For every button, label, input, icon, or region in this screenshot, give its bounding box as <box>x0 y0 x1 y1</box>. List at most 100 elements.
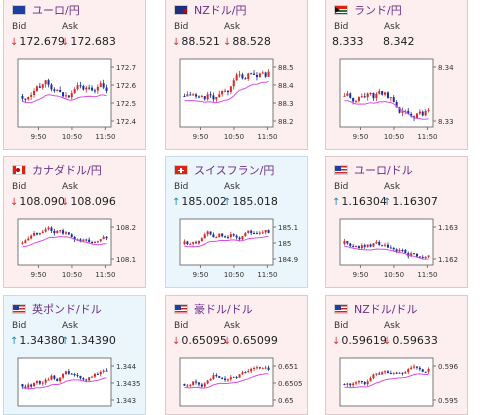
bid-label: Bid <box>12 182 27 192</box>
chart-plot-area <box>179 218 274 266</box>
rate-panel[interactable]: スイスフラン/円 Bid Ask ↑185.002 ↑185.018 185.1 185 18… <box>165 156 308 288</box>
us-flag-icon <box>334 304 348 314</box>
y-tick-label: 1.163 <box>438 224 458 232</box>
x-tick-label: 9:50 <box>353 133 369 141</box>
currency-pair-label[interactable]: 豪ドル/ドル <box>194 303 253 316</box>
moving-average-line <box>344 245 429 260</box>
panel-title[interactable]: 豪ドル/ドル <box>174 302 253 316</box>
candle-body <box>218 94 221 98</box>
candle-body <box>192 381 195 385</box>
candle-body <box>183 96 186 97</box>
panel-title[interactable]: カナダドル/円 <box>12 163 102 177</box>
candle-body <box>62 92 65 97</box>
currency-pair-label[interactable]: NZドル/ドル <box>354 303 418 316</box>
rate-panel[interactable]: ユーロ/円 Bid Ask ↓172.679 ↓172.683 172.7 172.6 172… <box>3 0 146 150</box>
candle-body <box>41 231 44 234</box>
rate-panel[interactable]: ランド/円 Bid Ask 8.333 8.342 8.34 8.33 9:50 10:50 11… <box>325 0 468 150</box>
candle-body <box>235 74 238 81</box>
panel-title[interactable]: ユーロ/ドル <box>334 163 413 177</box>
candle-body <box>189 384 192 386</box>
moving-average-line <box>22 94 107 104</box>
candlestick-chart[interactable]: 1.163 1.162 9:50 10:50 11:50 <box>332 213 463 283</box>
candle-body <box>427 255 430 257</box>
arrow-up-icon: ↑ <box>172 197 181 208</box>
candle-body <box>386 371 389 374</box>
rate-panel[interactable]: 豪ドル/ドル Bid Ask ↓0.65095 ↓0.65099 0.651 0.6505 0… <box>165 295 308 415</box>
candlestick-chart[interactable]: 0.651 0.6505 0.65 <box>172 352 303 410</box>
ask-price: ↑185.018 <box>223 195 278 208</box>
candle-body <box>96 373 99 375</box>
candle-body <box>355 100 358 102</box>
ask-label: Ask <box>384 182 401 192</box>
candle-body <box>59 230 62 232</box>
candle-body <box>258 232 261 234</box>
candle-body <box>38 86 41 88</box>
y-tick-label: 185.1 <box>278 224 298 232</box>
rate-panel[interactable]: 英ポンド/ドル Bid Ask ↑1.34380 ↑1.34390 1.344 1.3435… <box>3 295 146 415</box>
candle-body <box>212 95 215 100</box>
rate-panel[interactable]: カナダドル/円 Bid Ask ↓108.090 ↓108.096 108.2 108.1 9… <box>3 156 146 288</box>
panel-title[interactable]: NZドル/ドル <box>334 302 417 316</box>
currency-pair-label[interactable]: NZドル/円 <box>194 4 247 17</box>
candle-body <box>241 236 244 240</box>
candle-body <box>192 242 195 244</box>
candle-body <box>404 372 407 374</box>
candle-body <box>35 380 38 383</box>
rate-panel[interactable]: NZドル/円 Bid Ask ↓88.521 ↓88.528 88.5 88.4 88.3 88… <box>165 0 308 150</box>
candle-body <box>53 230 56 234</box>
candle-body <box>381 372 384 375</box>
currency-pair-label[interactable]: 英ポンド/ドル <box>32 303 102 316</box>
candlestick-chart[interactable]: 88.5 88.4 88.3 88.2 9:50 10:50 11:50 <box>172 53 303 145</box>
candlestick-chart[interactable]: 108.2 108.1 9:50 10:50 11:50 <box>10 213 141 283</box>
x-tick-label: 11:50 <box>95 271 115 279</box>
candle-body <box>247 230 250 233</box>
candle-body <box>203 234 206 239</box>
currency-pair-label[interactable]: スイスフラン/円 <box>194 164 275 177</box>
panel-title[interactable]: ランド/円 <box>334 3 402 17</box>
rate-panel[interactable]: ユーロ/ドル Bid Ask ↑1.16304 ↑1.16307 1.163 1.162 9:… <box>325 156 468 288</box>
candle-body <box>53 375 56 379</box>
candle-body <box>398 372 401 374</box>
arrow-up-icon: ↑ <box>10 336 19 347</box>
candle-body <box>24 386 27 388</box>
bid-value: 108.090 <box>19 195 65 208</box>
arrow-up-icon: ↑ <box>383 197 392 208</box>
candle-body <box>375 373 378 375</box>
arrow-down-icon: ↓ <box>61 197 70 208</box>
candle-body <box>192 94 195 96</box>
panel-title[interactable]: 英ポンド/ドル <box>12 302 102 316</box>
ask-value: 108.096 <box>70 195 116 208</box>
bid-label: Bid <box>174 182 189 192</box>
candle-body <box>50 375 53 380</box>
currency-pair-label[interactable]: ランド/円 <box>354 4 402 17</box>
currency-pair-label[interactable]: ユーロ/円 <box>32 4 80 17</box>
candle-body <box>424 256 427 258</box>
currency-pair-label[interactable]: カナダドル/円 <box>32 164 102 177</box>
candle-body <box>343 384 346 385</box>
moving-average-line <box>184 373 269 389</box>
panel-title[interactable]: NZドル/円 <box>174 3 246 17</box>
moving-average-line <box>344 100 429 120</box>
x-tick-label: 10:50 <box>224 271 244 279</box>
rate-panel[interactable]: NZドル/ドル Bid Ask ↓0.59619 ↓0.59633 0.596 0.595 <box>325 295 468 415</box>
candle-body <box>30 235 33 239</box>
candlestick-chart[interactable]: 8.34 8.33 9:50 10:50 11:50 <box>332 53 463 145</box>
candle-body <box>70 373 73 375</box>
candle-body <box>389 97 392 99</box>
candlestick-chart[interactable]: 1.344 1.3435 1.343 <box>10 352 141 410</box>
chart-plot-area <box>17 58 112 128</box>
candlestick-chart[interactable]: 185.1 185 184.9 9:50 10:50 11:50 <box>172 213 303 283</box>
candle-body <box>372 243 375 247</box>
candle-body <box>404 110 407 112</box>
candle-body <box>33 382 36 387</box>
bid-price: ↑185.002 <box>172 195 227 208</box>
candle-body <box>346 93 349 96</box>
candle-body <box>67 232 70 235</box>
candle-body <box>99 371 102 375</box>
candlestick-chart[interactable]: 0.596 0.595 <box>332 352 463 410</box>
panel-title[interactable]: ユーロ/円 <box>12 3 80 17</box>
panel-title[interactable]: スイスフラン/円 <box>174 163 274 177</box>
candlestick-chart[interactable]: 172.7 172.6 172.5 172.4 9:50 10:50 11:50 <box>10 53 141 145</box>
candle-body <box>212 375 215 379</box>
currency-pair-label[interactable]: ユーロ/ドル <box>354 164 413 177</box>
